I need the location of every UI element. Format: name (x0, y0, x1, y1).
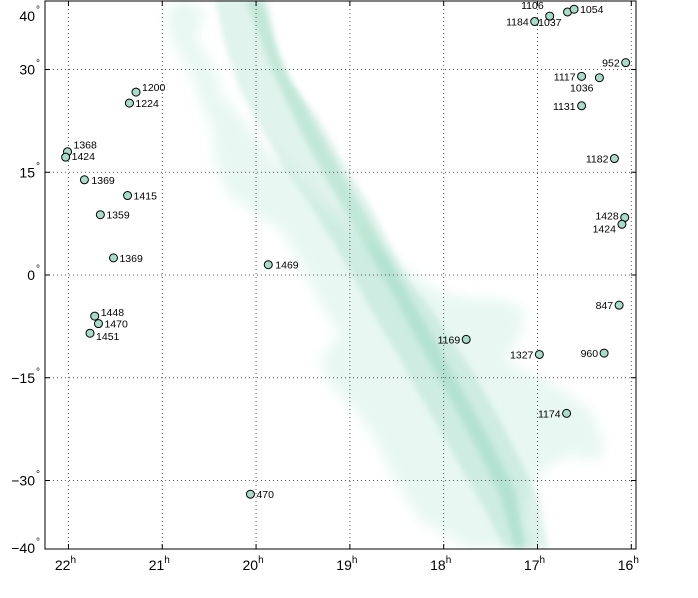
point-label-9: 1470 (104, 319, 128, 331)
x-tick-label-1: 21h (149, 555, 170, 573)
point-label-12: 1469 (275, 260, 299, 272)
point-label-6: 1359 (106, 210, 130, 222)
data-point-3 (131, 87, 141, 97)
data-point-17 (621, 58, 631, 68)
y-tick-label-0: 40 (19, 8, 35, 24)
data-point-25 (461, 334, 471, 344)
data-point-5 (123, 191, 133, 201)
x-tick-label-0: 22h (55, 555, 76, 573)
data-point-21 (609, 154, 619, 164)
data-point-24 (614, 300, 624, 310)
point-label-1: 1424 (72, 151, 96, 163)
point-label-0: 1368 (74, 140, 98, 152)
point-label-23: 1424 (593, 223, 617, 235)
point-label-19: 1036 (570, 83, 594, 95)
data-point-12 (263, 260, 273, 270)
data-point-8 (90, 311, 100, 321)
point-label-24: 847 (596, 300, 614, 312)
point-label-18: 1117 (554, 71, 576, 83)
point-label-7: 1369 (119, 253, 143, 265)
x-tick-label-5: 17h (524, 555, 545, 573)
x-tick-label-2: 20h (243, 555, 264, 573)
data-point-27 (599, 348, 609, 358)
y-tick-label-2: 15 (19, 164, 35, 180)
data-point-11 (245, 489, 255, 499)
y-tick-unit-5: ° (36, 470, 40, 481)
data-point-2 (79, 175, 89, 185)
y-tick-unit-1: ° (36, 59, 40, 70)
point-label-21: 1182 (586, 154, 609, 166)
data-point-1 (61, 152, 71, 162)
point-label-2: 1369 (91, 175, 115, 187)
data-point-6 (95, 210, 105, 220)
y-tick-unit-3: ° (36, 264, 40, 275)
data-point-13 (530, 17, 540, 27)
data-point-18 (577, 71, 587, 81)
data-point-26 (534, 349, 544, 359)
point-label-17: 952 (602, 58, 620, 70)
data-point-10 (85, 328, 95, 338)
point-label-27: 960 (581, 348, 599, 360)
y-tick-label-5: −30 (11, 473, 35, 489)
point-label-3: 1200 (142, 82, 166, 94)
point-label-28: 1174 (538, 408, 561, 420)
y-tick-label-4: −15 (11, 370, 35, 386)
point-label-15: 1037 (538, 17, 562, 29)
point-label-14: 1106 (521, 0, 544, 12)
point-label-10: 1451 (96, 331, 120, 343)
data-point-23 (617, 219, 627, 229)
x-axis-tick-labels: 22h 21h 20h 19h 18h 17h 16h (55, 555, 639, 573)
data-point-16 (569, 4, 579, 14)
x-tick-label-6: 16h (618, 555, 639, 573)
data-point-4 (124, 98, 134, 108)
data-point-20 (577, 101, 587, 111)
data-point-9 (93, 319, 103, 329)
x-tick-label-3: 19h (336, 555, 357, 573)
y-tick-unit-4: ° (36, 367, 40, 378)
point-label-4: 1224 (135, 98, 159, 110)
y-tick-unit-0: ° (36, 5, 40, 16)
point-label-5: 1415 (134, 191, 158, 203)
point-label-8: 1448 (101, 307, 125, 319)
grid-lines (45, 1, 636, 549)
point-label-20: 1131 (553, 101, 576, 113)
point-label-16: 1054 (580, 4, 604, 16)
data-points: 1368142413691200122414151359136914481470… (61, 0, 631, 501)
axis-ticks (45, 0, 636, 550)
y-tick-unit-2: ° (36, 161, 40, 172)
point-label-13: 1184 (506, 17, 529, 29)
y-tick-label-1: 30 (19, 62, 35, 78)
y-axis-tick-labels: 40 °30 °15 °0 °−15 °−30 °−40 ° (11, 5, 40, 556)
y-tick-label-3: 0 (27, 267, 35, 283)
data-point-19 (594, 73, 604, 83)
y-tick-unit-6: ° (36, 537, 40, 548)
data-point-28 (562, 408, 572, 418)
y-tick-label-6: −40 (11, 540, 35, 556)
data-point-14 (545, 11, 555, 21)
x-tick-label-4: 18h (430, 555, 451, 573)
data-point-7 (108, 253, 118, 263)
point-label-22: 1428 (595, 210, 619, 222)
point-label-26: 1327 (510, 349, 534, 361)
point-label-11: 470 (256, 489, 274, 501)
point-label-25: 1169 (438, 334, 461, 346)
